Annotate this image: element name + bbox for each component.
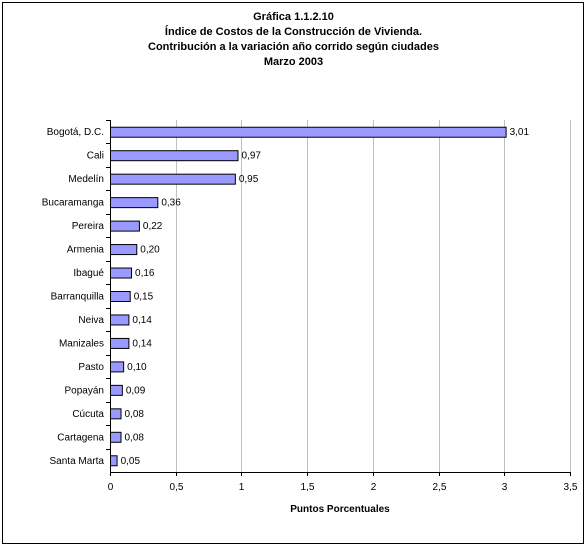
category-label: Manizales: [59, 338, 104, 349]
data-label: 0,16: [135, 268, 155, 279]
category-label: Cartagena: [57, 432, 104, 443]
bar: [110, 126, 507, 138]
data-label: 0,22: [143, 221, 163, 232]
title-line-4: Marzo 2003: [263, 56, 324, 68]
x-tick-label: 0: [108, 482, 114, 493]
x-axis-title: Puntos Porcentuales: [290, 504, 390, 515]
chart-title: Gráfica 1.1.2.10 Índice de Costos de la …: [0, 10, 587, 70]
category-label: Neiva: [78, 315, 104, 326]
bar: [110, 173, 236, 185]
data-label: 0,14: [132, 315, 152, 326]
x-tick-label: 1: [239, 482, 245, 493]
x-tick-label: 3: [502, 482, 508, 493]
x-tick-label: 1,5: [301, 482, 315, 493]
x-tick-labels: 0 0,5 1 1,5 2 2,5 3 3,5: [108, 482, 578, 493]
data-label: 3,01: [510, 127, 530, 138]
bars: [110, 126, 507, 467]
category-label: Armenia: [67, 245, 105, 256]
title-line-3: Contribución a la variación año corrido …: [148, 41, 439, 53]
data-label: 0,10: [127, 362, 147, 373]
bar: [110, 361, 125, 373]
bar: [110, 220, 140, 232]
bar: [110, 431, 122, 443]
data-label: 0,09: [126, 385, 146, 396]
bar: [110, 244, 138, 256]
category-label: Santa Marta: [50, 456, 105, 467]
x-tick-label: 2: [371, 482, 377, 493]
category-label: Popayán: [65, 385, 104, 396]
grid-lines: [176, 120, 571, 472]
data-label: 0,08: [125, 432, 145, 443]
data-label: 0,15: [134, 292, 154, 303]
data-label: 0,36: [161, 198, 181, 209]
bar: [110, 337, 130, 349]
category-label: Pereira: [72, 221, 105, 232]
x-tick-label: 0,5: [170, 482, 184, 493]
data-label: 0,05: [121, 456, 141, 467]
value-labels: 3,01 0,97 0,95 0,36 0,22 0,20 0,16 0,15 0,14 0,14…: [121, 127, 530, 467]
bar: [110, 408, 122, 420]
data-label: 0,95: [239, 174, 259, 185]
category-label: Cali: [87, 151, 104, 162]
x-tick-label: 3,5: [564, 482, 578, 493]
bar: [110, 314, 130, 326]
category-label: Cúcuta: [72, 409, 104, 420]
category-label: Ibagué: [73, 268, 104, 279]
category-label: Bogotá, D.C.: [47, 127, 104, 138]
x-tick-label: 2,5: [433, 482, 447, 493]
data-label: 0,97: [241, 151, 261, 162]
category-label: Pasto: [78, 362, 104, 373]
title-line-2: Índice de Costos de la Construcción de V…: [164, 26, 423, 38]
category-labels: Bogotá, D.C. Cali Medelín Bucaramanga Pereir…: [42, 127, 105, 467]
category-label: Barranquilla: [51, 292, 105, 303]
bar: [110, 150, 239, 162]
bar: [110, 267, 133, 279]
title-line-1: Gráfica 1.1.2.10: [253, 11, 334, 23]
category-label: Medelín: [68, 174, 104, 185]
data-label: 0,14: [132, 338, 152, 349]
bar: [110, 197, 159, 209]
bar: [110, 291, 131, 302]
category-label: Bucaramanga: [42, 198, 105, 209]
bar: [110, 455, 118, 467]
bar: [110, 384, 123, 396]
data-label: 0,08: [125, 409, 145, 420]
data-label: 0,20: [140, 245, 160, 256]
axes: [106, 120, 571, 476]
